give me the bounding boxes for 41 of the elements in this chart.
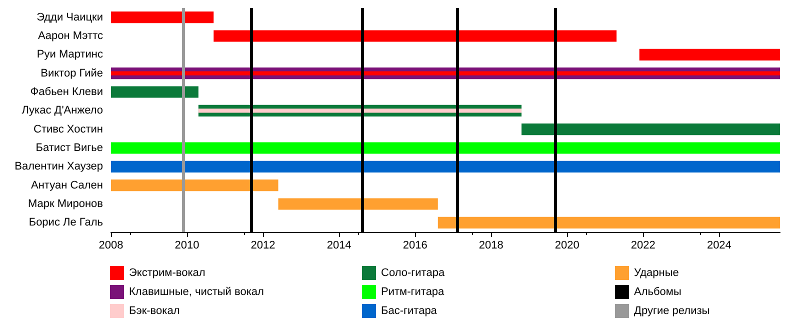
bar	[198, 108, 522, 113]
y-tick-label: Аарон Мэттс	[38, 30, 104, 42]
legend-label: Ударные	[634, 267, 679, 279]
y-tick-label: Лукас Д'Анжело	[22, 104, 103, 117]
y-tick-label: Эдди Чаицки	[36, 11, 103, 24]
x-tick-label: 2024	[706, 240, 732, 252]
x-tick-label: 2014	[326, 240, 352, 252]
x-tick-label: 2022	[630, 240, 656, 252]
legend-label: Соло-гитара	[381, 267, 446, 279]
legend-label: Альбомы	[634, 286, 682, 298]
x-tick-label: 2008	[98, 240, 124, 252]
bar	[278, 198, 438, 210]
y-tick-label: Валентин Хаузер	[14, 160, 103, 173]
bar	[438, 216, 780, 228]
y-tick-label: Виктор Гийе	[40, 67, 103, 80]
legend-label: Экстрим-вокал	[129, 267, 206, 279]
y-tick-label: Руи Мартинс	[36, 48, 104, 61]
x-tick-label: 2010	[174, 240, 200, 252]
x-tick-label: 2012	[250, 240, 276, 252]
y-tick-label: Батист Вигье	[36, 142, 103, 154]
legend-label: Бас-гитара	[381, 305, 438, 317]
bar	[111, 12, 214, 24]
legend-label: Ритм-гитара	[381, 286, 446, 298]
bar	[522, 124, 780, 136]
bar	[639, 48, 780, 60]
x-tick-label: 2016	[402, 240, 428, 252]
bar	[111, 160, 780, 172]
legend-label: Другие релизы	[634, 305, 710, 317]
bar	[214, 30, 617, 42]
y-tick-label: Марк Миронов	[28, 198, 104, 210]
x-tick-label: 2020	[554, 240, 580, 252]
y-tick-label: Борис Ле Галь	[28, 216, 104, 229]
y-tick-label: Фабьен Клеви	[30, 86, 103, 98]
bar	[111, 86, 198, 98]
bar	[111, 180, 278, 192]
y-tick-label: Антуан Сален	[31, 179, 103, 192]
x-tick-label: 2018	[478, 240, 504, 252]
bar	[111, 142, 780, 154]
legend-label: Бэк-вокал	[129, 305, 180, 317]
y-tick-label: Стивс Хостин	[34, 123, 103, 136]
legend-label: Клавишные, чистый вокал	[129, 286, 264, 298]
